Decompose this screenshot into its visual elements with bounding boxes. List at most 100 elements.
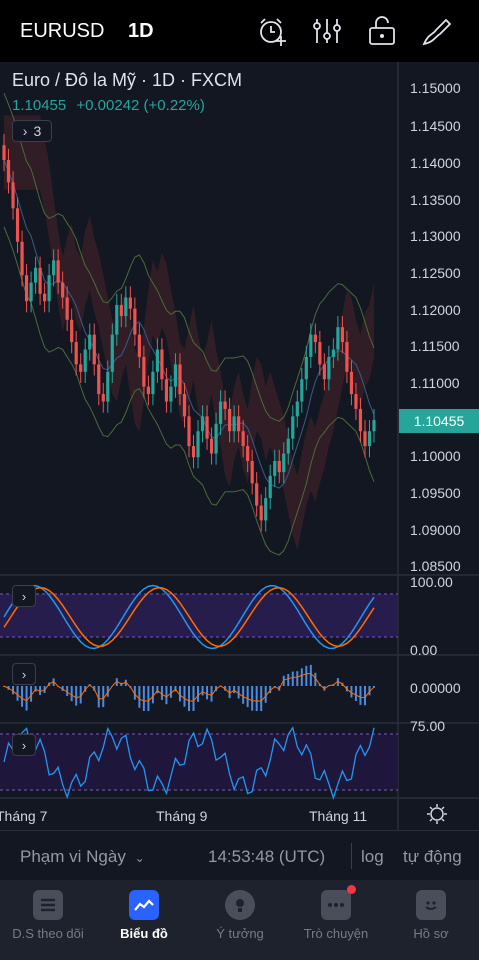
candle-body bbox=[119, 304, 123, 317]
time-label-nov: Tháng 11 bbox=[309, 808, 368, 824]
candle-body bbox=[151, 371, 155, 395]
nav-ideas[interactable]: Ý tưởng bbox=[192, 890, 288, 941]
log-toggle[interactable]: log bbox=[361, 847, 384, 866]
settings-gear-icon[interactable] bbox=[427, 804, 447, 824]
candle-body bbox=[223, 401, 227, 409]
nav-label: Hồ sơ bbox=[413, 926, 449, 941]
macd-bar bbox=[34, 686, 37, 692]
nav-profile[interactable]: Hồ sơ bbox=[383, 890, 479, 941]
interval-button[interactable]: 1D bbox=[128, 20, 154, 42]
bollinger-upper bbox=[3, 92, 375, 422]
price-label: 1.10000 bbox=[410, 448, 461, 464]
utc-time: 14:53:48 (UTC) bbox=[208, 847, 326, 866]
chart-canvas[interactable] bbox=[0, 62, 479, 830]
macd-bar bbox=[138, 686, 141, 708]
bottom-toolbar: Phạm vi Ngày ⌄ 14:53:48 (UTC) log tự độn… bbox=[0, 830, 479, 880]
macd-bar bbox=[183, 686, 186, 707]
candle-body bbox=[318, 342, 322, 365]
ideas-icon bbox=[225, 890, 255, 920]
macd-bar bbox=[206, 686, 209, 700]
candle-body bbox=[15, 208, 20, 242]
candle-body bbox=[277, 460, 281, 473]
price-label: 1.11500 bbox=[410, 338, 460, 354]
candle-body bbox=[237, 416, 241, 432]
legend-title: Euro / Đô la Mỹ · 1D · FXCM bbox=[12, 70, 243, 90]
symbol-button[interactable]: EURUSD bbox=[20, 20, 105, 42]
watchlist-icon bbox=[33, 890, 63, 920]
candle-body bbox=[155, 349, 160, 372]
candle-body bbox=[47, 275, 51, 302]
price-label: 1.13000 bbox=[410, 228, 461, 244]
candle-body bbox=[282, 453, 286, 473]
price-label: 1.08500 bbox=[410, 558, 461, 574]
last-price: 1.10455 bbox=[12, 97, 67, 114]
candle-body bbox=[164, 379, 169, 402]
price-label: 1.09000 bbox=[410, 522, 461, 538]
unlock-icon[interactable] bbox=[365, 14, 399, 48]
candle-body bbox=[38, 267, 42, 294]
candle-body bbox=[209, 438, 214, 454]
nav-watchlist[interactable]: D.S theo dõi bbox=[0, 890, 96, 941]
indicators-icon[interactable] bbox=[310, 14, 344, 48]
range-label: Phạm vi Ngày bbox=[20, 847, 126, 866]
indicators-toggle[interactable]: › 3 bbox=[12, 120, 52, 142]
auto-scale-toggle[interactable]: tự động bbox=[403, 847, 462, 866]
candle-body bbox=[128, 297, 132, 309]
price-label: 1.13500 bbox=[410, 192, 461, 208]
alarm-add-icon[interactable] bbox=[255, 14, 289, 48]
nav-chart[interactable]: Biểu đồ bbox=[96, 890, 192, 941]
drawing-icon[interactable] bbox=[420, 14, 454, 48]
profile-icon bbox=[416, 890, 446, 920]
candle-body bbox=[142, 356, 146, 387]
candle-body bbox=[241, 431, 245, 447]
macd-bar bbox=[305, 665, 308, 686]
stochastic-band bbox=[0, 594, 398, 637]
candle-body bbox=[61, 282, 65, 298]
candle-body bbox=[286, 438, 290, 454]
candle-body bbox=[309, 334, 313, 357]
macd-bar bbox=[260, 686, 263, 711]
macd-bar bbox=[246, 686, 249, 708]
macd-bar bbox=[264, 686, 267, 703]
candle-body bbox=[79, 364, 83, 372]
candle-body bbox=[52, 260, 56, 276]
macd-bar bbox=[12, 686, 15, 695]
candle-body bbox=[372, 420, 376, 432]
stochastic-pane-toggle[interactable]: › bbox=[12, 585, 36, 607]
candle-body bbox=[255, 483, 259, 506]
candle-body bbox=[24, 275, 29, 302]
macd-bar bbox=[201, 686, 204, 696]
candle-body bbox=[214, 423, 218, 454]
macd-bar bbox=[287, 674, 290, 686]
macd-pane-toggle[interactable]: › bbox=[12, 663, 36, 685]
macd-bar bbox=[228, 686, 231, 699]
macd-bar bbox=[165, 686, 168, 705]
price-label: 1.11000 bbox=[410, 375, 460, 391]
macd-bar bbox=[291, 671, 294, 686]
candle-body bbox=[331, 349, 335, 357]
candle-body bbox=[97, 364, 101, 395]
chevron-right-icon: › bbox=[21, 666, 27, 682]
candle-body bbox=[363, 431, 367, 447]
stochastic-k-line bbox=[3, 584, 375, 650]
candle-body bbox=[115, 304, 119, 335]
macd-bar bbox=[300, 668, 303, 686]
indicators-count: 3 bbox=[33, 123, 42, 139]
candlestick-series bbox=[2, 134, 376, 532]
time-label-sep: Tháng 9 bbox=[156, 808, 208, 824]
candle-body bbox=[92, 334, 96, 365]
candle-body bbox=[259, 505, 263, 521]
candle-body bbox=[340, 327, 345, 343]
candle-body bbox=[228, 408, 232, 432]
macd-bar bbox=[368, 686, 371, 696]
macd-bar bbox=[52, 678, 55, 686]
price-label: 1.12000 bbox=[410, 302, 461, 318]
nav-chat[interactable]: Trò chuyện bbox=[288, 885, 384, 941]
rsi-pane-toggle[interactable]: › bbox=[12, 734, 36, 756]
chat-icon bbox=[321, 885, 356, 920]
candle-body bbox=[56, 260, 60, 283]
macd-bar bbox=[251, 686, 254, 711]
range-selector[interactable]: Phạm vi Ngày ⌄ bbox=[20, 847, 145, 867]
candle-body bbox=[146, 386, 150, 395]
nav-label: Trò chuyện bbox=[303, 926, 369, 941]
